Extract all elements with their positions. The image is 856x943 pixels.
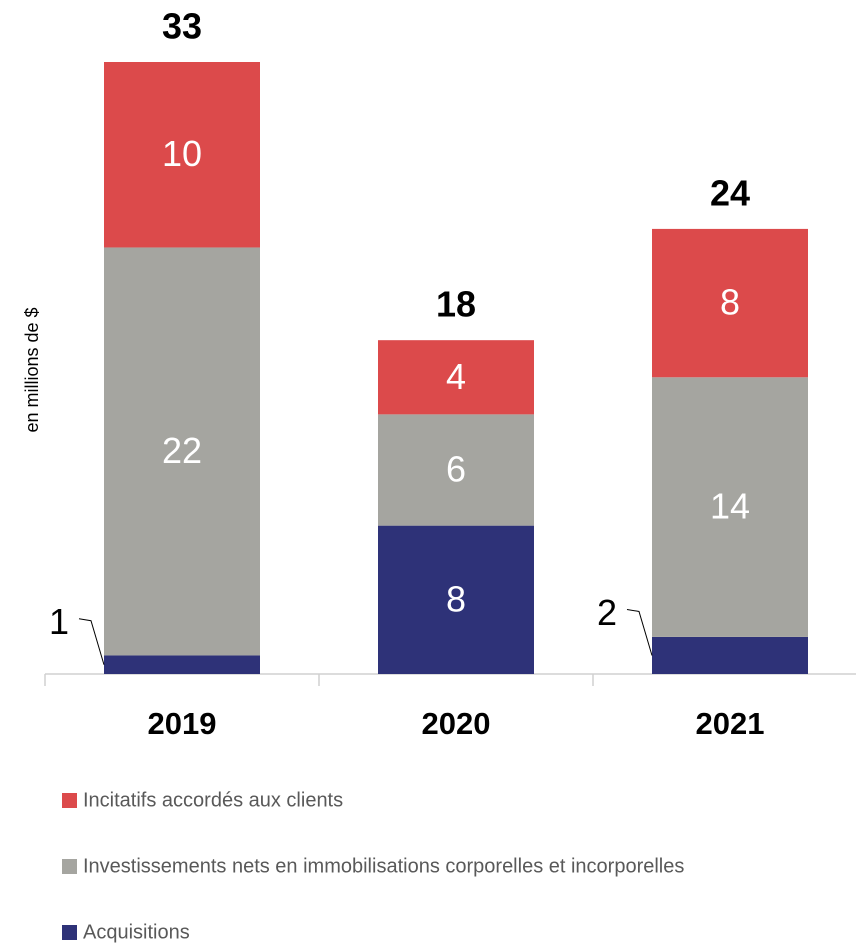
x-tick-label: 2019	[148, 706, 217, 741]
bar-segment	[104, 247, 260, 656]
legend-swatch	[62, 793, 77, 808]
data-label: 8	[446, 578, 466, 619]
data-label: 8	[720, 282, 740, 323]
bar-segment	[652, 377, 808, 637]
bar-segment	[652, 636, 808, 674]
legend-swatch	[62, 859, 77, 874]
total-label: 24	[710, 172, 750, 213]
data-label: 6	[446, 449, 466, 490]
legend-label: Incitatifs accordés aux clients	[83, 789, 343, 811]
data-label: 1	[49, 601, 69, 642]
bar-segment	[378, 525, 534, 674]
leader-line	[626, 608, 653, 656]
y-axis-label: en millions de $	[22, 307, 42, 432]
legend-swatch	[62, 925, 77, 940]
x-tick-label: 2020	[422, 706, 491, 741]
bar-segment	[378, 340, 534, 415]
total-label: 18	[436, 284, 476, 325]
bar-segment	[104, 655, 260, 674]
data-label: 22	[162, 430, 202, 471]
data-label: 10	[162, 133, 202, 174]
data-label: 14	[710, 486, 750, 527]
leader-line	[78, 618, 105, 665]
bar-segment	[378, 414, 534, 526]
data-label: 4	[446, 356, 466, 397]
bar-segment	[104, 62, 260, 248]
bar-segment	[652, 228, 808, 378]
data-label: 2	[597, 592, 617, 633]
total-label: 33	[162, 6, 202, 47]
legend-label: Investissements nets en immobilisations …	[83, 855, 684, 877]
legend-label: Acquisitions	[83, 921, 190, 943]
x-tick-label: 2021	[696, 706, 765, 741]
